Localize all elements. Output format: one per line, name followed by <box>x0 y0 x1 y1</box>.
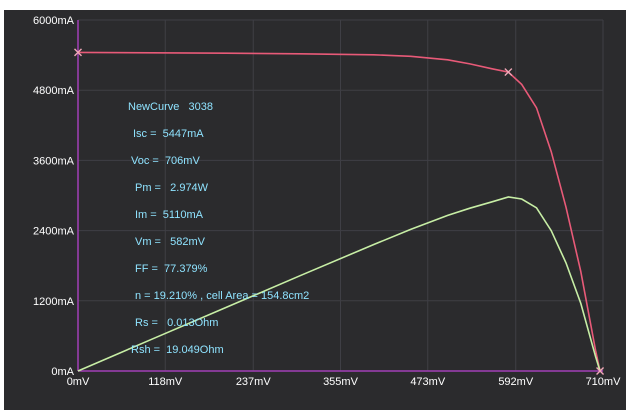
x-tick-label: 355mV <box>323 376 359 388</box>
info-ff: FF = 77.379% <box>135 263 208 275</box>
x-tick-label: 0mV <box>67 376 90 388</box>
info-vm: Vm = 582mV <box>135 236 206 248</box>
y-tick-label: 1200mA <box>33 296 75 308</box>
x-tick-label: 592mV <box>498 376 534 388</box>
iv-curve-chart: 0mV 118mV 237mV 355mV 473mV 592mV 710mV 0mA 1200… <box>33 15 622 388</box>
data-point-marker <box>596 367 605 375</box>
info-isc: Isc = 5447mA <box>133 128 204 140</box>
info-pm: Pm = 2.974W <box>135 182 209 194</box>
y-tick-label: 3600mA <box>33 155 75 167</box>
info-efficiency: n = 19.210% , cell Area = 154.8cm2 <box>135 290 310 302</box>
x-tick-label: 118mV <box>148 376 183 388</box>
y-tick-label: 6000mA <box>33 15 75 27</box>
y-tick-label: 2400mA <box>33 226 75 238</box>
series-line-power <box>77 196 601 372</box>
info-rs: Rs = 0.013Ohm <box>135 317 219 329</box>
chart-panel: 0mV 118mV 237mV 355mV 473mV 592mV 710mV 0mA 1200… <box>4 10 626 410</box>
x-tick-label: 710mV <box>586 376 622 388</box>
info-im: Im = 5110mA <box>135 209 203 221</box>
data-point-marker <box>504 68 513 77</box>
y-tick-label: 0mA <box>51 366 74 378</box>
x-tick-label: 237mV <box>236 376 272 388</box>
info-voc: Voc = 706mV <box>131 155 200 167</box>
info-rsh: Rsh = 19.049Ohm <box>131 344 224 356</box>
series-line-iv <box>77 51 601 372</box>
data-point-marker <box>74 48 82 57</box>
y-tick-label: 4800mA <box>33 85 75 97</box>
info-curve-name: NewCurve 3038 <box>128 101 213 113</box>
x-tick-label: 473mV <box>410 376 446 388</box>
